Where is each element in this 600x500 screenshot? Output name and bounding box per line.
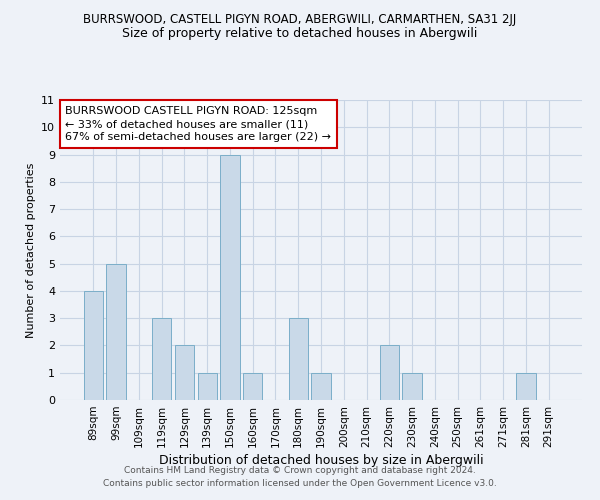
Bar (220, 154, 239, 400)
Bar (311, 372, 331, 400)
Text: BURRSWOOD CASTELL PIGYN ROAD: 125sqm
← 33% of detached houses are smaller (11)
6: BURRSWOOD CASTELL PIGYN ROAD: 125sqm ← 3… (65, 106, 331, 142)
Text: Contains HM Land Registry data © Crown copyright and database right 2024.
Contai: Contains HM Land Registry data © Crown c… (103, 466, 497, 487)
Text: Size of property relative to detached houses in Abergwili: Size of property relative to detached ho… (122, 28, 478, 40)
Bar (516, 372, 536, 400)
Bar (152, 318, 172, 400)
X-axis label: Distribution of detached houses by size in Abergwili: Distribution of detached houses by size … (158, 454, 484, 467)
Bar (106, 264, 126, 400)
Bar (197, 372, 217, 400)
Bar (380, 346, 399, 400)
Bar (289, 318, 308, 400)
Bar (403, 372, 422, 400)
Y-axis label: Number of detached properties: Number of detached properties (26, 162, 35, 338)
Bar (175, 346, 194, 400)
Bar (243, 372, 262, 400)
Bar (84, 291, 103, 400)
Text: BURRSWOOD, CASTELL PIGYN ROAD, ABERGWILI, CARMARTHEN, SA31 2JJ: BURRSWOOD, CASTELL PIGYN ROAD, ABERGWILI… (83, 12, 517, 26)
